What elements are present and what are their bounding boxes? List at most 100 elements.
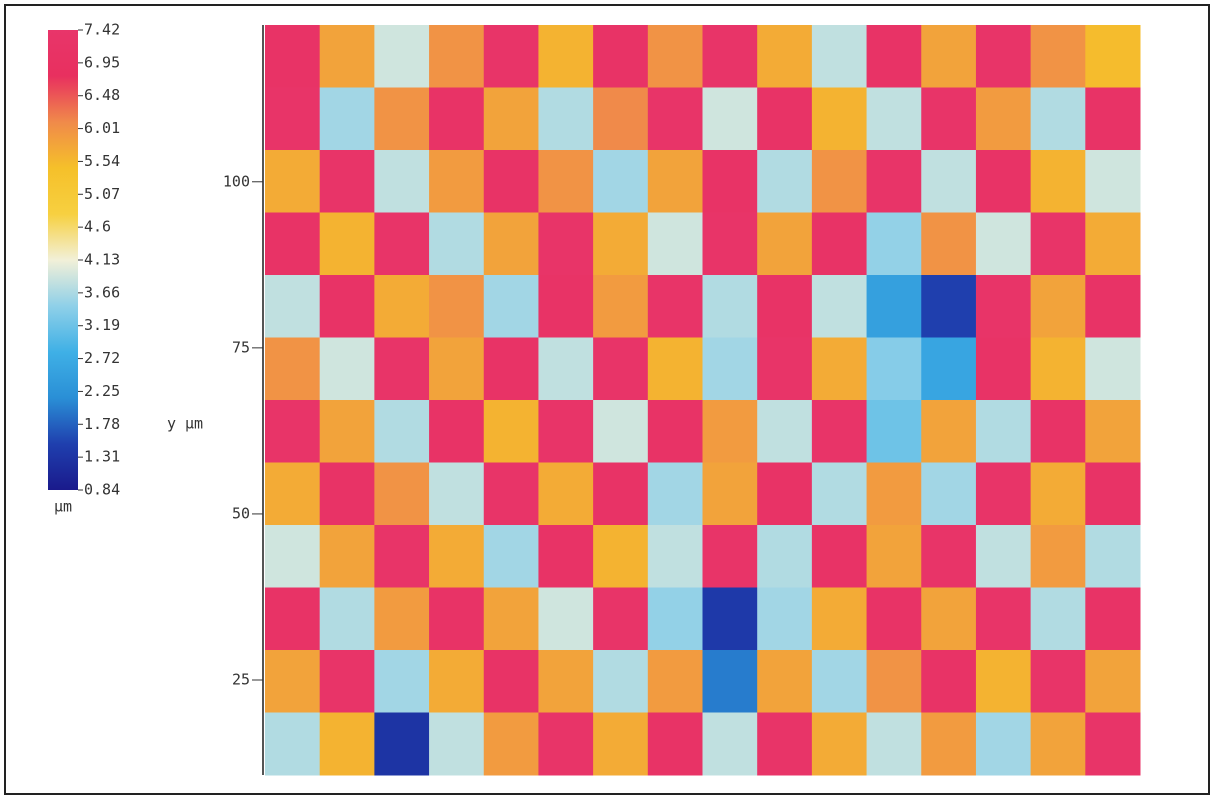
- heatmap-cell: [483, 25, 539, 88]
- heatmap-cell: [483, 337, 539, 401]
- heatmap-cell: [975, 275, 1032, 338]
- heatmap-cell: [975, 87, 1032, 151]
- heatmap-cell: [1030, 650, 1086, 713]
- heatmap-cell: [811, 712, 868, 776]
- heatmap-cell: [647, 87, 703, 151]
- heatmap-cell: [1030, 275, 1086, 338]
- heatmap-cell: [975, 150, 1032, 213]
- heatmap-cell: [429, 337, 485, 401]
- heatmap-cell: [593, 87, 649, 151]
- colorbar-tick-label: 0.84: [84, 481, 120, 499]
- heatmap-cell: [538, 525, 594, 588]
- heatmap-cell: [1085, 150, 1141, 213]
- heatmap-cell: [647, 462, 703, 526]
- heatmap-cell: [374, 712, 430, 776]
- heatmap-cell: [866, 650, 922, 713]
- heatmap-cell: [483, 87, 539, 151]
- heatmap-cell: [319, 712, 375, 776]
- colorbar-tick-label: 4.6: [84, 218, 111, 236]
- heatmap-cell: [429, 587, 485, 651]
- heatmap-cell: [319, 337, 375, 401]
- heatmap-cell: [429, 525, 485, 588]
- heatmap-cell: [702, 87, 758, 151]
- heatmap-cell: [319, 525, 375, 588]
- heatmap-cell: [702, 400, 758, 463]
- colorbar: [48, 30, 78, 490]
- heatmap-cell: [429, 462, 485, 526]
- heatmap-cell: [319, 462, 375, 526]
- heatmap-cell: [921, 25, 977, 88]
- heatmap-cell: [811, 337, 868, 401]
- heatmap-cell: [429, 650, 485, 713]
- heatmap-cell: [811, 150, 868, 213]
- colorbar-tick-label: 7.42: [84, 21, 120, 39]
- heatmap-cell: [319, 25, 375, 88]
- heatmap-cell: [647, 337, 703, 401]
- heatmap-cell: [702, 275, 758, 338]
- heatmap-cell: [702, 525, 758, 588]
- heatmap-cell: [702, 650, 758, 713]
- heatmap-cell: [921, 87, 977, 151]
- heatmap-cell: [866, 87, 922, 151]
- heatmap-cell: [265, 587, 321, 651]
- heatmap-cell: [866, 25, 922, 88]
- heatmap-cell: [1085, 400, 1141, 463]
- heatmap-cell: [757, 525, 813, 588]
- heatmap-cell: [702, 25, 758, 88]
- heatmap-cell: [1030, 525, 1086, 588]
- heatmap-cell: [538, 400, 594, 463]
- heatmap-cell: [429, 87, 485, 151]
- heatmap-cell: [702, 462, 758, 526]
- heatmap-cell: [593, 400, 649, 463]
- heatmap-cell: [975, 400, 1032, 463]
- heatmap-cell: [538, 462, 594, 526]
- heatmap-cell: [265, 400, 321, 463]
- heatmap-cell: [483, 525, 539, 588]
- heatmap-cell: [702, 212, 758, 276]
- y-tick-label: 75: [232, 338, 250, 356]
- heatmap-cell: [374, 337, 430, 401]
- heatmap-cell: [1030, 212, 1086, 276]
- heatmap-cell: [921, 212, 977, 276]
- heatmap-cell: [319, 150, 375, 213]
- heatmap-cell: [1085, 275, 1141, 338]
- heatmap-cell: [319, 400, 375, 463]
- heatmap-cell: [265, 650, 321, 713]
- heatmap-cell: [1030, 712, 1086, 776]
- heatmap-cell: [319, 275, 375, 338]
- heatmap-cell: [866, 150, 922, 213]
- heatmap-cell: [647, 525, 703, 588]
- colorbar-tick-label: 1.31: [84, 448, 120, 466]
- heatmap-cell: [866, 212, 922, 276]
- heatmap-cell: [811, 25, 868, 88]
- heatmap-cell: [811, 212, 868, 276]
- heatmap-cell: [538, 650, 594, 713]
- heatmap-cell: [538, 587, 594, 651]
- heatmap-cell: [811, 525, 868, 588]
- heatmap-cell: [593, 587, 649, 651]
- heatmap-cell: [757, 87, 813, 151]
- heatmap-cell: [647, 25, 703, 88]
- heatmap-cell: [757, 462, 813, 526]
- heatmap-cell: [702, 150, 758, 213]
- heatmap-cell: [265, 525, 321, 588]
- heatmap-cell: [538, 212, 594, 276]
- heatmap-cell: [1030, 462, 1086, 526]
- heatmap-cell: [538, 87, 594, 151]
- heatmap-cell: [1085, 87, 1141, 151]
- heatmap-cell: [374, 650, 430, 713]
- heatmap-cell: [1085, 25, 1141, 88]
- heatmap-cell: [265, 712, 321, 776]
- heatmap-cell: [538, 275, 594, 338]
- heatmap-cell: [757, 587, 813, 651]
- heatmap-cell: [429, 712, 485, 776]
- heatmap-cell: [975, 650, 1032, 713]
- heatmap-cell: [921, 525, 977, 588]
- heatmap-cell: [374, 525, 430, 588]
- heatmap-cell: [593, 150, 649, 213]
- heatmap-cell: [593, 337, 649, 401]
- heatmap-cell: [538, 150, 594, 213]
- heatmap-cell: [647, 150, 703, 213]
- heatmap-cell: [265, 25, 321, 88]
- heatmap-cell: [757, 25, 813, 88]
